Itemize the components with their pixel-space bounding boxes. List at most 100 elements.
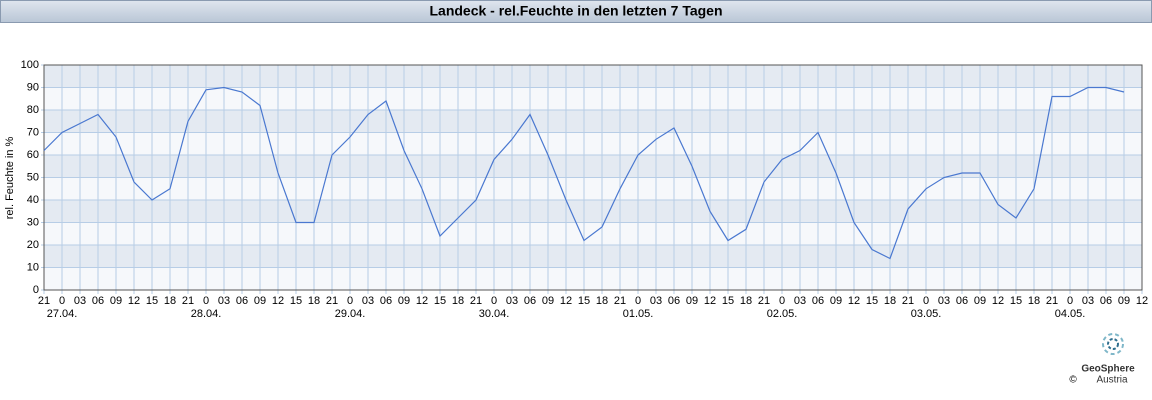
x-tick-label: 06 <box>956 295 968 307</box>
date-label: 29.04. <box>335 308 366 320</box>
x-tick-label: 15 <box>866 295 878 307</box>
plot-frame <box>43 64 1143 291</box>
x-tick-label: 0 <box>59 295 65 307</box>
grid-band <box>44 87 1142 110</box>
grid-band <box>44 177 1142 200</box>
x-tick-label: 0 <box>923 295 929 307</box>
x-tick-label: 15 <box>146 295 158 307</box>
x-tick-label: 09 <box>974 295 986 307</box>
date-label: 04.05. <box>1055 308 1086 320</box>
y-tick-label: 70 <box>27 126 39 138</box>
x-tick-label: 0 <box>779 295 785 307</box>
y-tick-label: 80 <box>27 104 39 116</box>
x-tick-label: 03 <box>650 295 662 307</box>
x-tick-label: 12 <box>992 295 1004 307</box>
x-tick-label: 03 <box>74 295 86 307</box>
copyright: © <box>1069 375 1077 386</box>
x-tick-label: 06 <box>524 295 536 307</box>
x-tick-label: 0 <box>491 295 497 307</box>
x-tick-label: 18 <box>308 295 320 307</box>
grid-band <box>44 267 1142 290</box>
x-tick-label: 12 <box>272 295 284 307</box>
x-tick-label: 15 <box>434 295 446 307</box>
date-label: 28.04. <box>191 308 222 320</box>
x-tick-label: 0 <box>347 295 353 307</box>
x-tick-label: 12 <box>128 295 140 307</box>
x-tick-label: 06 <box>812 295 824 307</box>
y-axis-label: rel. Feuchte in % <box>4 137 16 220</box>
x-tick-label: 21 <box>182 295 194 307</box>
grid-band <box>44 245 1142 268</box>
x-tick-label: 09 <box>830 295 842 307</box>
x-tick-label: 18 <box>884 295 896 307</box>
x-tick-label: 06 <box>236 295 248 307</box>
x-tick-label: 18 <box>740 295 752 307</box>
y-tick-label: 40 <box>27 194 39 206</box>
date-label: 27.04. <box>47 308 78 320</box>
x-tick-label: 12 <box>416 295 428 307</box>
y-tick-label: 20 <box>27 239 39 251</box>
x-tick-label: 09 <box>542 295 554 307</box>
x-tick-label: 09 <box>686 295 698 307</box>
x-tick-label: 03 <box>218 295 230 307</box>
x-tick-label: 18 <box>452 295 464 307</box>
y-tick-label: 0 <box>33 284 39 296</box>
y-tick-label: 30 <box>27 216 39 228</box>
x-tick-label: 06 <box>1100 295 1112 307</box>
x-tick-label: 15 <box>578 295 590 307</box>
x-tick-label: 21 <box>470 295 482 307</box>
x-tick-label: 18 <box>164 295 176 307</box>
y-tick-label: 60 <box>27 149 39 161</box>
grid-band <box>44 132 1142 155</box>
credit: GeoSphere <box>1081 364 1135 375</box>
grid-band <box>44 155 1142 178</box>
x-tick-label: 12 <box>1136 295 1148 307</box>
x-tick-label: 03 <box>362 295 374 307</box>
x-tick-label: 18 <box>596 295 608 307</box>
x-tick-label: 03 <box>1082 295 1094 307</box>
x-tick-label: 12 <box>560 295 572 307</box>
x-tick-label: 18 <box>1028 295 1040 307</box>
data-line <box>43 86 1125 260</box>
x-tick-label: 0 <box>635 295 641 307</box>
x-tick-label: 03 <box>938 295 950 307</box>
grid-band <box>44 200 1142 223</box>
x-tick-label: 21 <box>1046 295 1058 307</box>
y-tick-label: 90 <box>27 81 39 93</box>
x-tick-label: 09 <box>254 295 266 307</box>
x-tick-label: 15 <box>722 295 734 307</box>
logo-icon <box>1107 338 1119 350</box>
x-tick-label: 12 <box>704 295 716 307</box>
x-tick-label: 12 <box>848 295 860 307</box>
x-tick-label: 15 <box>1010 295 1022 307</box>
x-tick-label: 15 <box>290 295 302 307</box>
x-tick-label: 03 <box>506 295 518 307</box>
logo: GeoSphere Austria © <box>1069 333 1135 386</box>
credit: Austria <box>1096 375 1128 386</box>
x-tick-label: 21 <box>614 295 626 307</box>
date-label: 30.04. <box>479 308 510 320</box>
x-tick-label: 21 <box>758 295 770 307</box>
x-tick-label: 06 <box>92 295 104 307</box>
y-tick-label: 50 <box>27 171 39 183</box>
chart-title: Landeck - rel.Feuchte in den letzten 7 T… <box>429 3 722 19</box>
x-tick-label: 06 <box>668 295 680 307</box>
x-tick-label: 21 <box>38 295 50 307</box>
x-tick-label: 0 <box>1067 295 1073 307</box>
x-tick-label: 03 <box>794 295 806 307</box>
grid-band <box>44 65 1142 88</box>
x-tick-label: 09 <box>110 295 122 307</box>
x-tick-label: 0 <box>203 295 209 307</box>
date-label: 03.05. <box>911 308 942 320</box>
x-tick-label: 21 <box>902 295 914 307</box>
x-tick-label: 09 <box>1118 295 1130 307</box>
date-label: 02.05. <box>767 308 798 320</box>
logo-icon <box>1102 333 1124 355</box>
x-tick-label: 09 <box>398 295 410 307</box>
x-tick-label: 21 <box>326 295 338 307</box>
y-tick-label: 100 <box>21 59 39 71</box>
grid-band <box>44 110 1142 133</box>
x-tick-label: 06 <box>380 295 392 307</box>
y-tick-label: 10 <box>27 261 39 273</box>
